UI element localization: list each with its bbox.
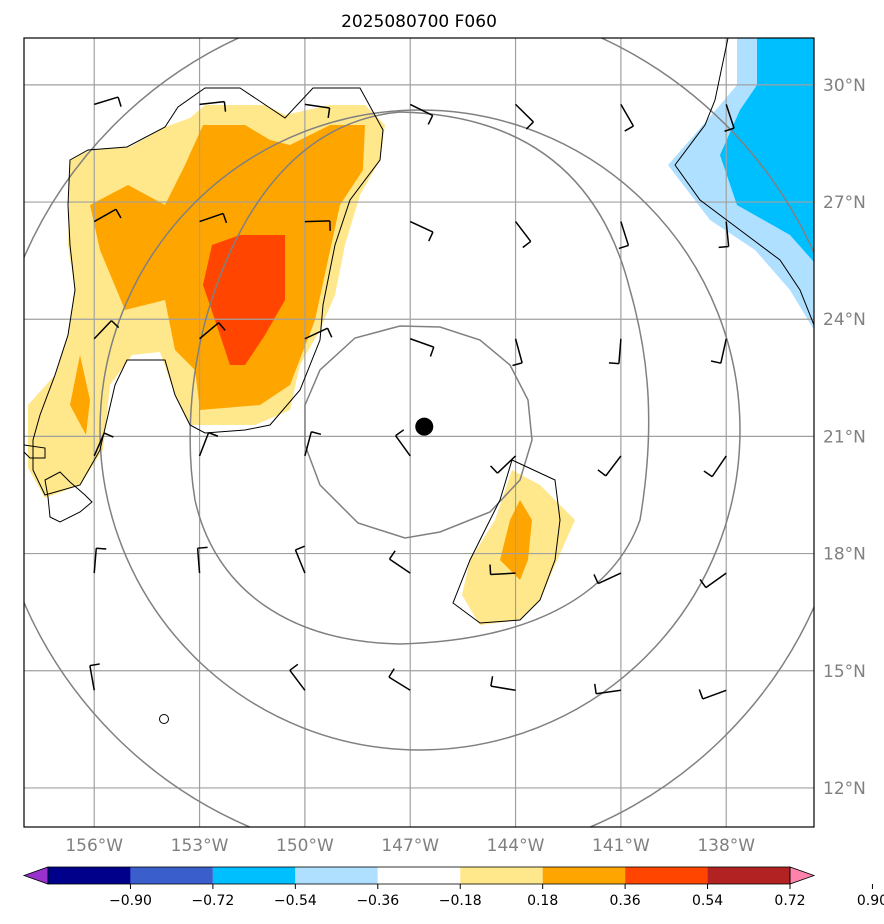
lon-tick-label: 138°W — [697, 836, 755, 856]
wind-barb — [93, 547, 107, 574]
wind-barb — [618, 221, 630, 250]
island-outline — [24, 444, 46, 459]
lat-tick-label: 12°N — [823, 779, 866, 799]
colorbar-extend-high — [789, 866, 816, 885]
colorbar-segment — [460, 867, 543, 884]
wind-barb — [294, 545, 306, 574]
gridlines — [24, 38, 814, 827]
colorbar-segment — [130, 867, 213, 884]
wind-barb — [620, 104, 635, 132]
island-outline — [44, 471, 93, 523]
wind-barb — [199, 212, 228, 224]
colorbar-tick-label: −0.90 — [109, 893, 152, 909]
storm-center-marker — [415, 417, 434, 436]
wind-barb — [710, 338, 727, 364]
wind-barb — [93, 320, 120, 340]
wind-barb — [512, 338, 523, 367]
colorbar-segment — [295, 867, 378, 884]
latitude-tick-labels: 30°N 27°N 24°N 21°N 18°N 15°N 12°N — [823, 76, 866, 799]
wind-barb — [199, 100, 227, 112]
lat-tick-label: 30°N — [823, 76, 866, 96]
wind-barb — [93, 208, 122, 223]
wind-barb — [514, 221, 532, 249]
wind-barb — [93, 432, 114, 457]
wind-barb — [409, 338, 435, 357]
wind-barb — [699, 572, 727, 589]
colorbar-segment — [542, 867, 626, 884]
colorbar-segment — [377, 867, 461, 884]
colorbar-frame — [47, 866, 791, 885]
range-ring — [189, 111, 650, 645]
colorbar: −0.90 −0.72 −0.54 −0.36 −0.18 0.18 0.36 0.54 0.7… — [22, 866, 884, 909]
wind-barb — [515, 103, 534, 130]
colorbar-tick-label: −0.54 — [274, 893, 317, 909]
colorbar-segment — [625, 867, 708, 884]
wind-barb — [395, 429, 411, 457]
calm-wind-marker — [159, 714, 169, 724]
colorbar-segment — [707, 867, 790, 884]
contour-outline-west — [32, 87, 384, 496]
lon-tick-label: 153°W — [171, 836, 229, 856]
lat-tick-label: 24°N — [823, 310, 866, 330]
colorbar-tick-label: 0.54 — [692, 893, 723, 909]
wind-barb — [608, 338, 622, 365]
wind-barb — [489, 564, 516, 576]
contour-orange-small — [70, 355, 90, 435]
wind-barb — [490, 676, 516, 692]
map-area — [24, 38, 814, 827]
wind-barb — [703, 455, 727, 478]
contour-outline-ne — [674, 38, 814, 326]
wind-barb — [409, 220, 434, 242]
contour-outlines — [24, 38, 814, 724]
colorbar-tick-label: −0.36 — [356, 893, 399, 909]
wind-barb — [593, 572, 622, 585]
wind-barb — [289, 663, 306, 691]
wind-barb — [409, 103, 434, 125]
wind-barb — [304, 103, 331, 119]
lon-tick-label: 156°W — [65, 836, 123, 856]
lat-tick-label: 21°N — [823, 427, 866, 447]
wind-barb — [304, 220, 331, 231]
wind-barb — [490, 455, 517, 474]
filled-contours — [28, 38, 814, 625]
colorbar-tick-label: 0.90 — [857, 893, 884, 909]
lon-tick-label: 141°W — [592, 836, 650, 856]
longitude-tick-labels: 156°W 153°W 150°W 147°W 144°W 141°W 138°W — [65, 836, 755, 856]
wind-barb — [724, 104, 735, 132]
wind-barb — [718, 221, 730, 249]
map-frame — [23, 37, 815, 828]
wind-barb — [304, 431, 322, 457]
wind-barb — [388, 550, 411, 574]
colorbar-extend-low — [22, 866, 49, 885]
lat-tick-label: 15°N — [823, 662, 866, 682]
wind-barb — [593, 683, 621, 695]
wind-barb — [199, 322, 226, 340]
wind-barb — [304, 327, 333, 340]
map-title: 2025080700 F060 — [341, 12, 497, 32]
colorbar-segment — [48, 867, 131, 884]
contour-outline-east — [452, 459, 561, 624]
colorbar-tick-label: 0.72 — [774, 893, 805, 909]
colorbar-segment — [212, 867, 296, 884]
lat-tick-label: 27°N — [823, 193, 866, 213]
lon-tick-label: 144°W — [487, 836, 545, 856]
wind-barb — [89, 663, 100, 691]
wind-barb — [196, 546, 208, 574]
wind-barb — [698, 689, 727, 700]
wind-barbs — [89, 96, 735, 700]
colorbar-tick-label: −0.72 — [191, 893, 234, 909]
wind-barb — [597, 455, 622, 477]
lon-tick-label: 147°W — [381, 836, 439, 856]
colorbar-tick-label: −0.18 — [439, 893, 482, 909]
lon-tick-label: 150°W — [276, 836, 334, 856]
wind-barb — [388, 668, 411, 691]
wind-barb — [198, 431, 219, 457]
colorbar-tick-label: 0.36 — [610, 893, 641, 909]
colorbar-tick-label: 0.18 — [527, 893, 558, 909]
wind-barb — [94, 96, 122, 107]
range-ring — [304, 325, 533, 539]
lat-tick-label: 18°N — [823, 545, 866, 565]
contour-blue-ne — [720, 38, 814, 262]
